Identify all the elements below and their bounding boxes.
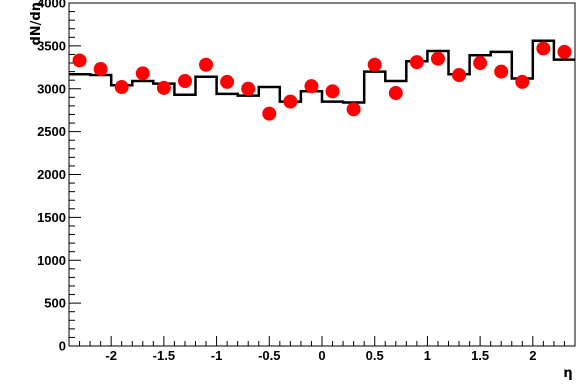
x-tick-label: -1 bbox=[211, 348, 223, 363]
y-tick-label: 2500 bbox=[37, 124, 66, 139]
data-point bbox=[241, 81, 256, 96]
x-tick-label: -1.5 bbox=[153, 348, 175, 363]
x-tick-label: 2 bbox=[529, 348, 536, 363]
data-point bbox=[220, 74, 235, 89]
data-point bbox=[409, 55, 424, 70]
data-point bbox=[557, 44, 572, 59]
y-tick-label: 1500 bbox=[37, 210, 66, 225]
data-point bbox=[156, 80, 171, 95]
x-tick-label: 1.5 bbox=[471, 348, 489, 363]
data-point bbox=[515, 74, 530, 89]
histogram-step-line bbox=[69, 39, 575, 104]
x-tick-label: 0.5 bbox=[366, 348, 384, 363]
y-tick-label: 2000 bbox=[37, 167, 66, 182]
y-axis-title: dN/dη bbox=[29, 2, 44, 46]
tick-labels: -2 -1.5 -1 -0.5 0 0.5 1 1.5 2 0 500 1000 1500 2000 250… bbox=[37, 0, 536, 363]
y-tick-label: 0 bbox=[59, 339, 66, 354]
data-point bbox=[283, 94, 298, 109]
data-point bbox=[135, 66, 150, 81]
data-point bbox=[494, 64, 509, 79]
x-axis-title: η bbox=[563, 366, 572, 381]
plot-frame bbox=[68, 2, 576, 347]
data-point bbox=[199, 57, 214, 72]
data-point bbox=[536, 41, 551, 56]
y-tick-label: 3000 bbox=[37, 81, 66, 96]
y-tick-label: 500 bbox=[44, 296, 66, 311]
x-tick-label: 1 bbox=[424, 348, 431, 363]
data-point bbox=[177, 74, 192, 89]
data-point bbox=[367, 57, 382, 72]
y-tick-label: 3500 bbox=[37, 38, 66, 53]
data-point bbox=[430, 51, 445, 66]
data-point bbox=[262, 106, 277, 121]
data-point bbox=[452, 68, 467, 83]
data-point bbox=[93, 62, 108, 77]
y-tick-label: 1000 bbox=[37, 253, 66, 268]
marker-series bbox=[72, 41, 572, 121]
x-tick-label: -2 bbox=[105, 348, 117, 363]
y-tick-label: 4000 bbox=[37, 0, 66, 11]
data-point bbox=[346, 102, 361, 117]
data-point bbox=[473, 56, 488, 71]
histogram-series bbox=[69, 39, 575, 104]
data-point bbox=[304, 79, 319, 94]
x-tick-label: 0 bbox=[318, 348, 325, 363]
data-point bbox=[325, 84, 340, 99]
data-point bbox=[114, 80, 129, 95]
data-point bbox=[388, 86, 403, 101]
ticks bbox=[68, 2, 576, 347]
data-point bbox=[72, 53, 87, 68]
x-tick-label: -0.5 bbox=[258, 348, 280, 363]
